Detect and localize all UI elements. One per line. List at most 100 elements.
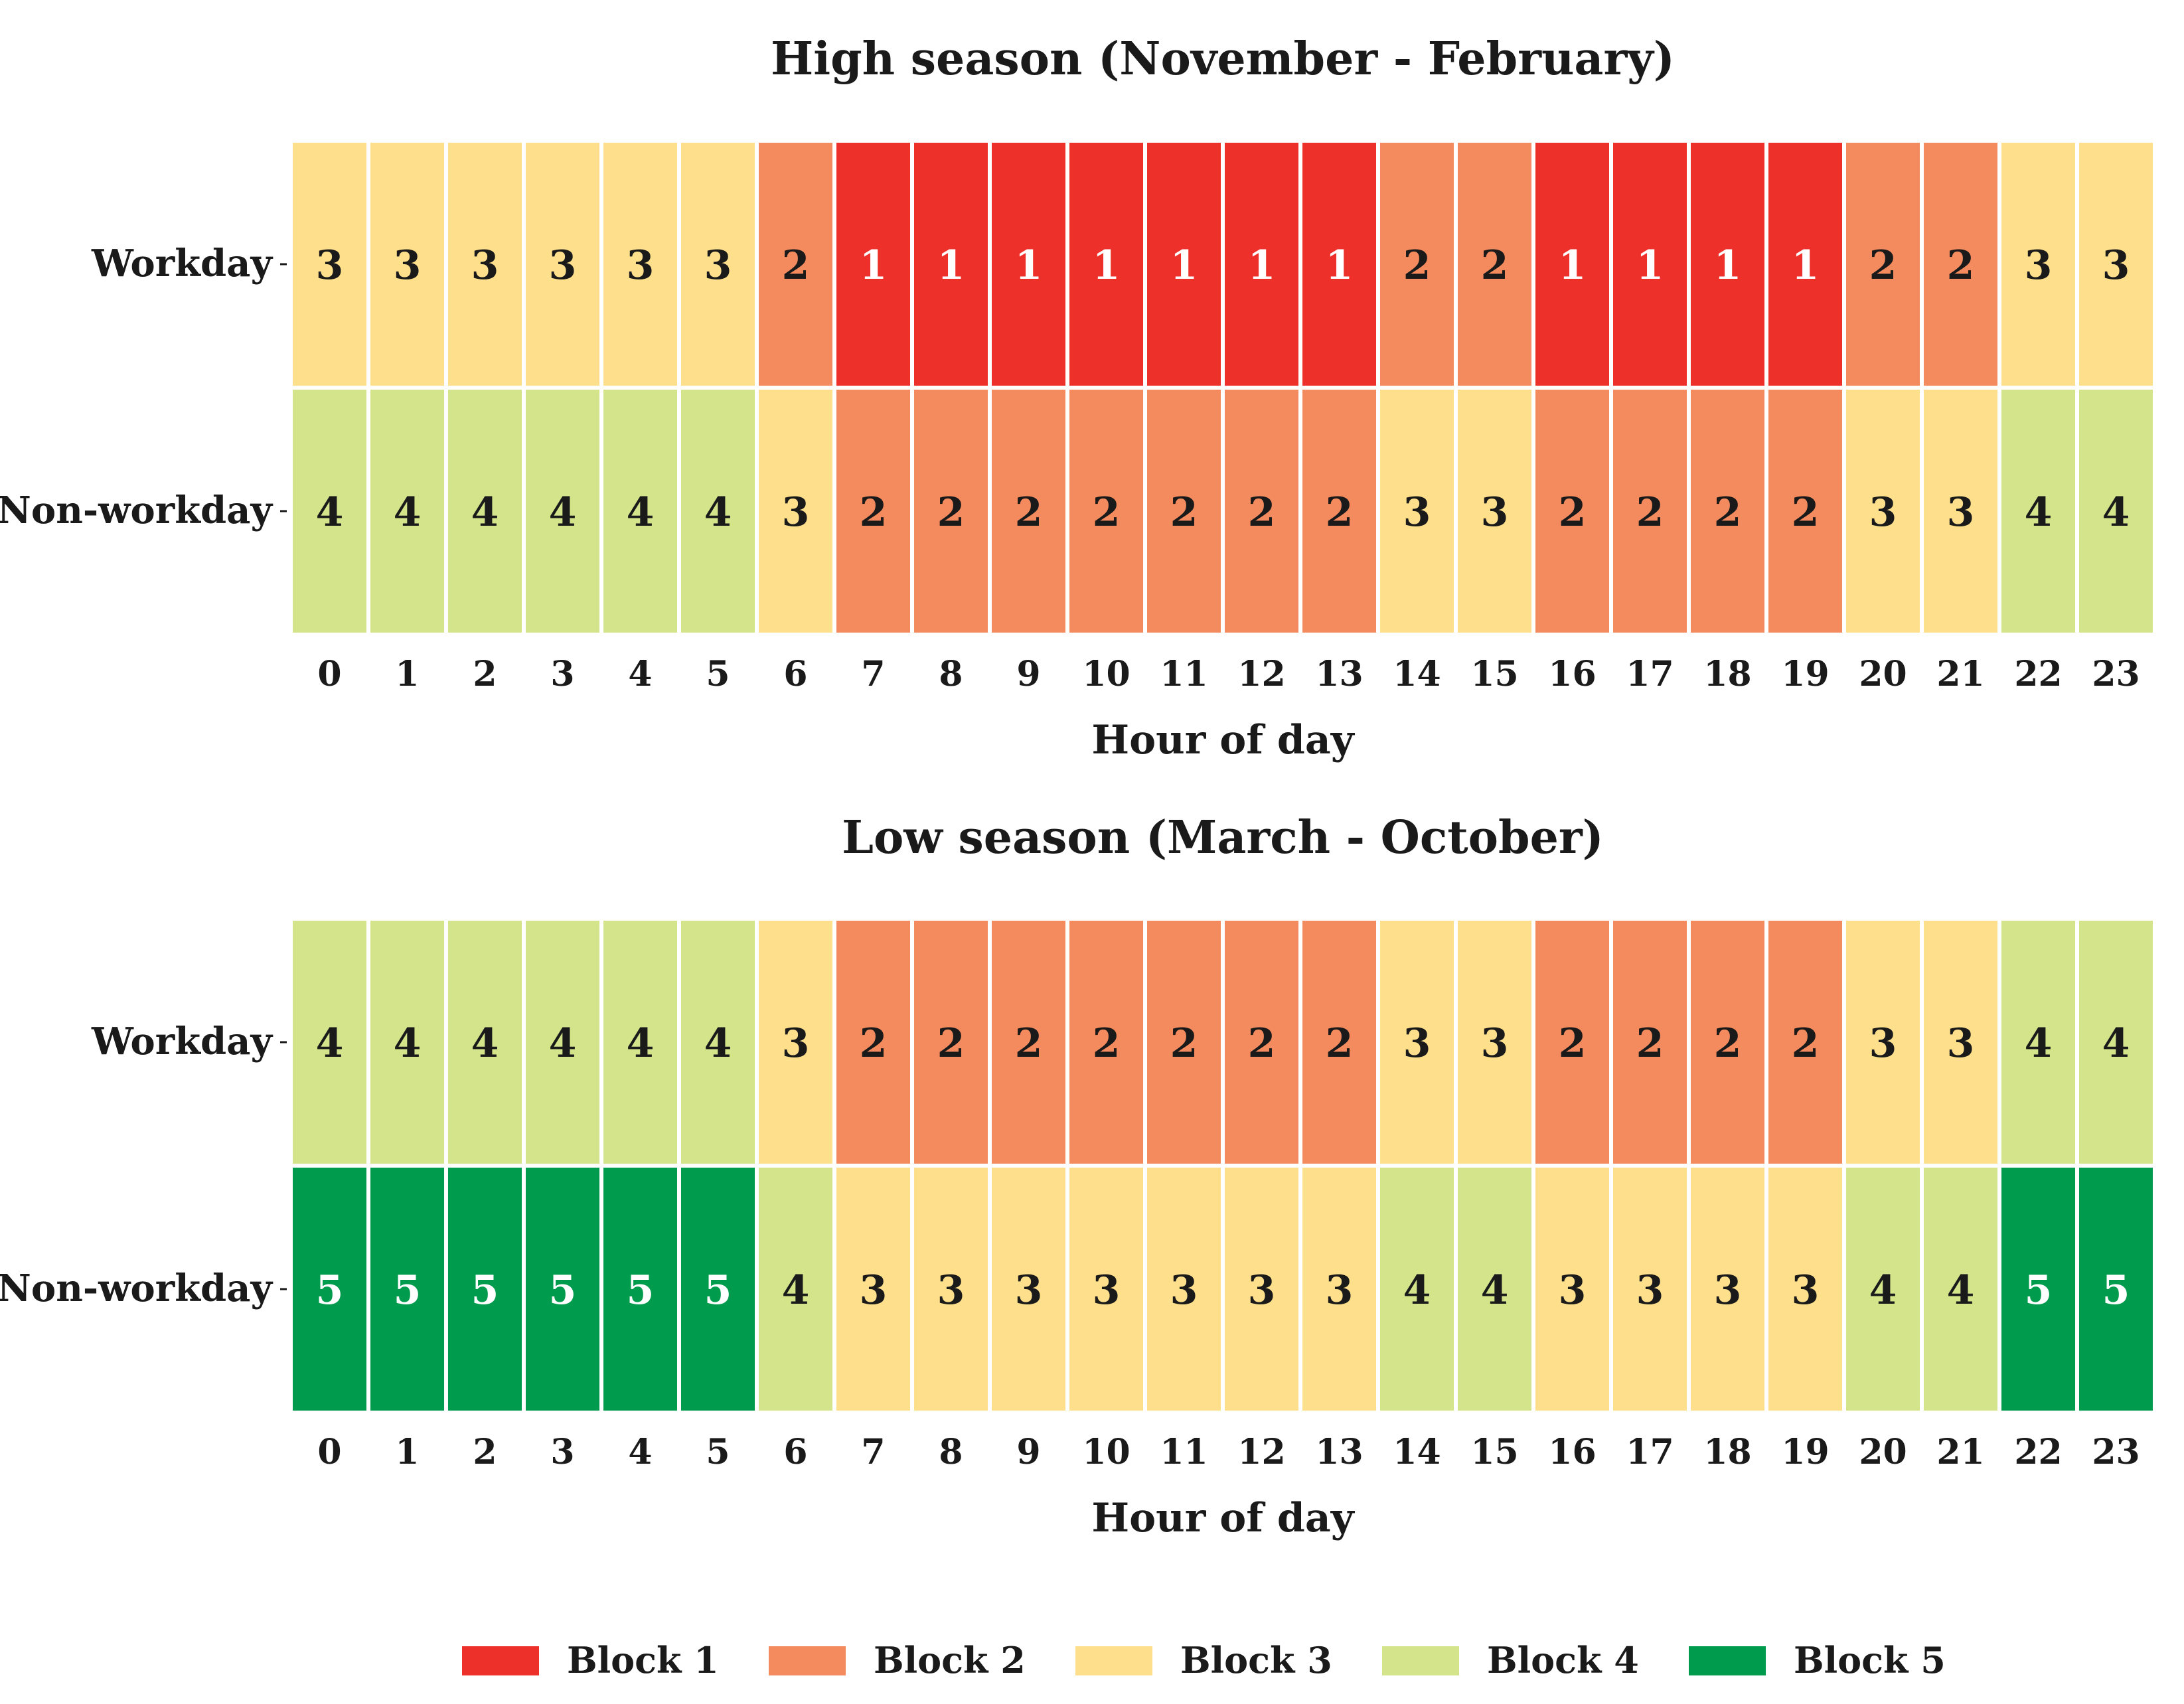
cell-value-label: 4 [394, 489, 422, 536]
heatmap-cell [759, 921, 832, 1164]
cell-value-label: 2 [1326, 489, 1354, 536]
heatmap-cell [526, 143, 599, 386]
heatmap-cell [836, 143, 910, 386]
heatmap-cell [1691, 921, 1764, 1164]
legend-swatch-block-2 [769, 1646, 846, 1675]
cell-value-label: 3 [1326, 1267, 1354, 1314]
cell-value-label: 1 [1714, 242, 1742, 289]
cell-value-label: 4 [1947, 1267, 1975, 1314]
heatmap-cell [1613, 1168, 1687, 1411]
cell-value-label: 1 [1248, 242, 1276, 289]
heatmap-cell [1924, 1168, 1997, 1411]
heatmap-cell [681, 143, 755, 386]
x-tick-label: 15 [1470, 1432, 1518, 1472]
x-tick-label: 0 [317, 1432, 341, 1472]
heatmap-cell [603, 1168, 677, 1411]
cell-value-label: 2 [1403, 242, 1431, 289]
heatmap-cell [681, 921, 755, 1164]
cell-value-label: 2 [860, 1020, 888, 1067]
cell-value-label: 1 [1559, 242, 1587, 289]
heatmap-cell [1069, 143, 1143, 386]
chart-title: Low season (March - October) [842, 811, 1604, 864]
cell-value-label: 3 [937, 1267, 965, 1314]
cell-value-label: 3 [1869, 1020, 1897, 1067]
cell-value-label: 1 [1326, 242, 1354, 289]
cell-value-label: 3 [1248, 1267, 1276, 1314]
x-tick-label: 2 [473, 654, 497, 694]
heatmap-cell [1458, 1168, 1531, 1411]
x-tick-label: 21 [1936, 654, 1984, 694]
x-tick-label: 12 [1237, 1432, 1285, 1472]
heatmap-cell [603, 921, 677, 1164]
x-tick-label: 5 [706, 654, 730, 694]
x-tick-label: 10 [1082, 654, 1130, 694]
cell-value-label: 3 [1869, 489, 1897, 536]
legend-swatch-block-5 [1689, 1646, 1766, 1675]
heatmap-cell [914, 921, 988, 1164]
cell-value-label: 4 [2102, 489, 2130, 536]
heatmap-cell [1380, 921, 1454, 1164]
cell-value-label: 2 [1714, 489, 1742, 536]
x-tick-label: 20 [1859, 654, 1907, 694]
heatmap-cell [2001, 390, 2075, 633]
x-tick-label: 8 [939, 1432, 963, 1472]
heatmap-cell [1302, 921, 1376, 1164]
cell-value-label: 3 [394, 242, 422, 289]
x-tick-label: 18 [1703, 654, 1751, 694]
x-tick-label: 11 [1160, 654, 1208, 694]
heatmap-cell [1225, 390, 1298, 633]
y-tick-label: Non-workday [0, 1267, 273, 1310]
y-tick-label: Workday [91, 1020, 273, 1063]
x-tick-label: 17 [1626, 654, 1674, 694]
cell-value-label: 4 [1869, 1267, 1897, 1314]
cell-value-label: 4 [627, 1020, 655, 1067]
cell-value-label: 3 [1947, 489, 1975, 536]
heatmap-cell [2079, 390, 2153, 633]
cell-value-label: 5 [704, 1267, 732, 1314]
x-tick-label: 1 [395, 1432, 419, 1472]
heatmap-cell [526, 1168, 599, 1411]
cell-value-label: 4 [782, 1267, 810, 1314]
heatmap-cell [759, 143, 832, 386]
cell-value-label: 3 [1403, 489, 1431, 536]
cell-value-label: 4 [704, 1020, 732, 1067]
cell-value-label: 5 [627, 1267, 655, 1314]
cell-value-label: 3 [860, 1267, 888, 1314]
heatmap-cell [1458, 390, 1531, 633]
y-tick-label: Non-workday [0, 489, 273, 532]
cell-value-label: 2 [1248, 1020, 1276, 1067]
cell-value-label: 4 [471, 1020, 499, 1067]
cell-value-label: 2 [1015, 1020, 1043, 1067]
x-tick-label: 22 [2014, 1432, 2062, 1472]
cell-value-label: 3 [1403, 1020, 1431, 1067]
x-axis-label: Hour of day [1091, 1495, 1355, 1541]
heatmap-cell [681, 1168, 755, 1411]
heatmap-cell [992, 921, 1065, 1164]
heatmap-cell [2079, 1168, 2153, 1411]
x-tick-label: 5 [706, 1432, 730, 1472]
cell-value-label: 2 [1093, 489, 1121, 536]
x-tick-label: 23 [2092, 1432, 2140, 1472]
x-tick-label: 14 [1393, 654, 1441, 694]
heatmap-cell [1613, 390, 1687, 633]
heatmap-cell [1225, 143, 1298, 386]
cell-value-label: 4 [1403, 1267, 1431, 1314]
x-tick-label: 4 [628, 654, 652, 694]
heatmap-cell [1613, 921, 1687, 1164]
heatmap-cell [1924, 143, 1997, 386]
x-tick-label: 12 [1237, 654, 1285, 694]
heatmap-cell [1613, 143, 1687, 386]
cell-value-label: 2 [1015, 489, 1043, 536]
heatmap-cell [1302, 1168, 1376, 1411]
x-tick-label: 3 [550, 654, 574, 694]
cell-value-label: 2 [1170, 1020, 1198, 1067]
heatmap-cell [1535, 921, 1609, 1164]
heatmap-cell [603, 390, 677, 633]
x-tick-label: 6 [783, 654, 807, 694]
cell-value-label: 1 [1792, 242, 1820, 289]
x-tick-label: 9 [1016, 654, 1040, 694]
x-axis-label: Hour of day [1091, 717, 1355, 763]
heatmap-cell [1380, 390, 1454, 633]
cell-value-label: 1 [1636, 242, 1664, 289]
